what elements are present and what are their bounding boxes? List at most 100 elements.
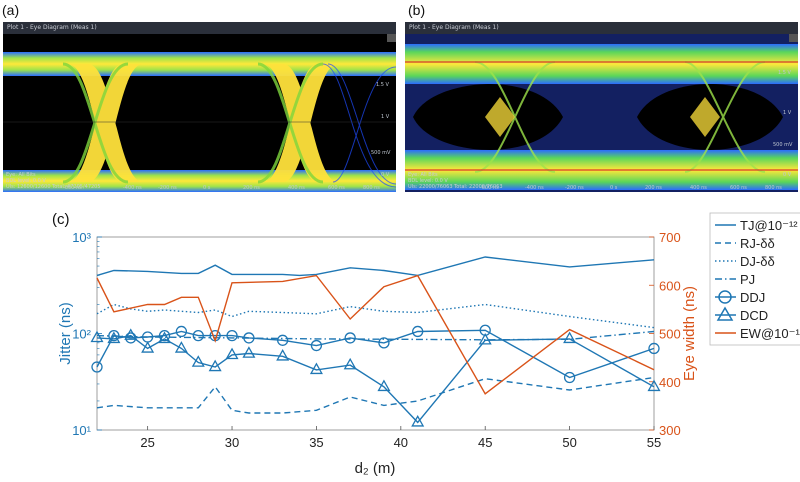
data-point-dcd [141, 341, 155, 353]
x-tick-b: -600 ns [480, 185, 499, 191]
eye-bottom-rail [3, 170, 396, 192]
x-tick-a: 200 ns [243, 185, 260, 191]
y-tick-label-right: 600 [659, 278, 681, 293]
x-tick-b: 400 ns [690, 185, 707, 191]
legend-label: TJ@10⁻¹² [740, 218, 798, 233]
eye-top-band [405, 44, 798, 84]
y-tick-b: 0 V [783, 172, 792, 178]
data-point-dcd [124, 328, 138, 340]
data-point-ddj [108, 329, 120, 342]
series-line-2 [96, 303, 655, 329]
series-line-4 [96, 329, 655, 379]
data-point-ddj [310, 339, 323, 352]
data-point-dcd [411, 415, 425, 427]
y-tick-b: 500 mV [773, 142, 793, 148]
data-point-ddj [91, 361, 103, 373]
series-line-6 [96, 274, 655, 395]
data-point-dcd [90, 330, 104, 343]
data-point-dcd [225, 347, 239, 360]
series-line-0 [96, 256, 655, 277]
data-point-ddj [277, 334, 289, 346]
data-point-dcd [158, 331, 172, 344]
series-line-5 [96, 334, 655, 424]
eye-diagram-b: Plot 1 - Eye Diagram (Meas 1) Eye: All B… [405, 22, 798, 192]
data-point-dcd [208, 359, 222, 372]
legend: TJ@10⁻¹² RJ-δδ DJ-δδ PJ DDJ DCD EW@10⁻¹² [709, 212, 800, 346]
y-tick-b: 1.5 V [778, 70, 791, 76]
y-tick-label-left: 10¹ [72, 423, 91, 438]
legend-label: DDJ [740, 290, 765, 305]
data-point-ddj [648, 342, 660, 355]
y-tick-a: 500 mV [371, 150, 391, 156]
panel-label-c: (c) [52, 211, 70, 228]
x-tick-label: 55 [647, 435, 661, 450]
panel-label-a: (a) [2, 2, 20, 18]
data-point-ddj [226, 329, 238, 342]
data-point-dcd [309, 362, 323, 375]
x-tick-a: -200 ns [158, 185, 177, 191]
scope-title-b: Plot 1 - Eye Diagram (Meas 1) [405, 22, 798, 34]
scope-foot-a: Eye: All Bits BDL level: 0.0 V UIs: 1260… [6, 172, 101, 190]
scope-title-a: Plot 1 - Eye Diagram (Meas 1) [3, 22, 396, 34]
data-point-dcd [647, 379, 661, 392]
y-tick-a: 0 V [381, 172, 390, 178]
x-tick-label: 40 [394, 435, 408, 450]
data-point-ddj [175, 325, 188, 338]
data-point-dcd [107, 331, 121, 344]
legend-label: PJ [740, 272, 755, 287]
y-tick-label-right: 300 [659, 423, 681, 438]
legend-marker [716, 306, 734, 321]
x-tick-a: 800 ns [363, 185, 380, 191]
data-point-ddj [158, 329, 171, 342]
data-point-dcd [242, 346, 256, 358]
y-tick-b: 1 V [783, 110, 792, 116]
data-point-ddj [563, 371, 576, 384]
x-tick-label: 35 [309, 435, 323, 450]
data-point-dcd [276, 349, 290, 361]
x-tick-b: -400 ns [525, 185, 544, 191]
y-tick-label-right: 500 [659, 327, 681, 342]
data-point-ddj [412, 325, 424, 338]
legend-label: RJ-δδ [740, 236, 775, 251]
data-point-dcd [563, 331, 577, 344]
eye-diagram-a: Plot 1 - Eye Diagram (Meas 1) Eye: All B… [3, 22, 396, 192]
x-tick-label: 50 [562, 435, 576, 450]
data-point-dcd [478, 332, 492, 345]
data-point-ddj [192, 329, 204, 342]
x-tick-b: -200 ns [565, 185, 584, 191]
x-tick-a: 600 ns [328, 185, 345, 191]
y-axis-label-right: Eye width (ns) [681, 286, 698, 381]
x-tick-label: 45 [478, 435, 492, 450]
series-line-1 [96, 376, 655, 414]
y-tick-label-right: 400 [659, 375, 681, 390]
data-point-dcd [343, 357, 357, 370]
y-tick-label-left: 10³ [72, 230, 91, 245]
x-tick-b: 600 ns [730, 185, 747, 191]
legend-label: DCD [740, 308, 768, 323]
x-tick-a: 400 ns [288, 185, 305, 191]
x-tick-label: 30 [225, 435, 239, 450]
x-tick-b: 0 s [610, 185, 618, 191]
data-point-ddj [344, 332, 356, 344]
data-point-ddj [243, 332, 255, 344]
y-tick-label-left: 10² [72, 327, 91, 342]
eye-transition [68, 64, 338, 182]
legend-label: DJ-δδ [740, 254, 775, 269]
x-tick-b: 200 ns [645, 185, 662, 191]
y-tick-a: 1 V [381, 114, 390, 120]
y-axis-label-left: Jitter (ns) [57, 302, 74, 365]
x-tick-b: 800 ns [765, 185, 782, 191]
jitter-chart: (c) 25 30 35 40 45 50 55 10¹ 10² 10³ 300 400 500 60… [52, 211, 800, 477]
panel-label-b: (b) [408, 2, 426, 18]
legend-label: EW@10⁻¹² [740, 326, 800, 341]
x-tick-label: 25 [140, 435, 154, 450]
legend-marker [718, 290, 732, 304]
y-tick-label-right: 700 [659, 230, 681, 245]
data-point-dcd [174, 341, 188, 353]
x-tick-a: 0 s [203, 185, 211, 191]
scope-foot-b: Eye: All Bits BDL level: 0.0 V UIs: 2200… [408, 172, 503, 190]
data-point-ddj [378, 337, 390, 349]
x-axis-label: d₂ (m) [355, 460, 396, 477]
data-point-dcd [377, 379, 391, 392]
y-tick-a: 1.5 V [376, 82, 389, 88]
